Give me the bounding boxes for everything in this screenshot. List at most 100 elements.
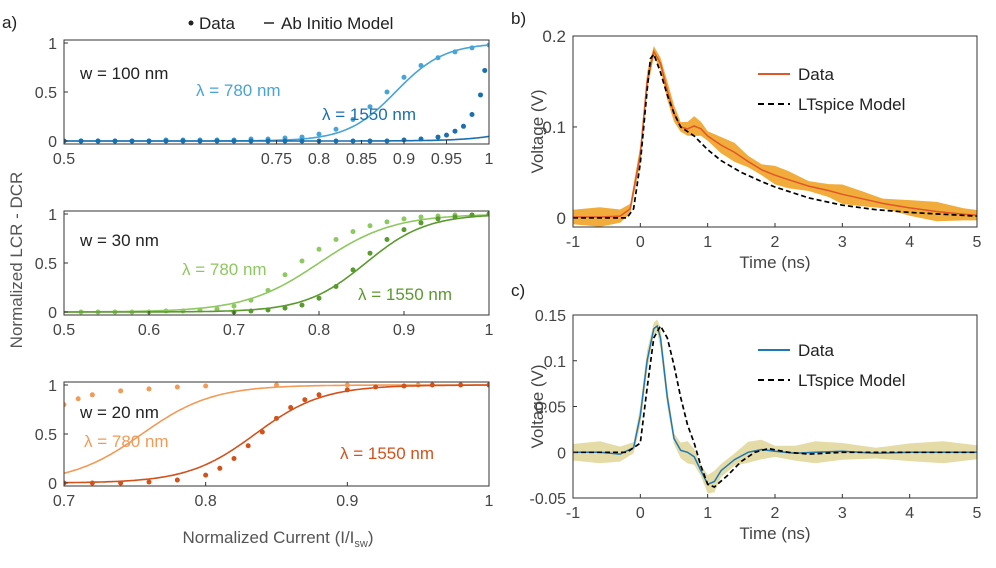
panel-b-xtick-label: 1 [703,234,712,251]
panel-label-c: c) [511,281,525,300]
legend-model-label: LTspice Model [798,371,905,390]
data-point-780 [265,287,271,293]
data-point-780 [452,49,458,55]
panel-a-subplot-1-ytick-label: 0 [48,134,57,151]
data-point-780 [89,392,95,398]
panel-a-subplot-3-xtick-label: 0.9 [336,493,358,510]
series-label-1550: λ = 1550 nm [322,105,416,124]
data-point-780 [316,131,322,137]
panel-a-xlabel-sub: sw [354,538,368,550]
data-point-780 [384,89,390,95]
data-point-1550 [265,138,271,144]
panel-a-subplot-2-ytick-label: 0 [48,305,57,322]
data-point-1550 [282,305,288,311]
data-point-780 [401,74,407,80]
data-point-1550 [129,138,135,144]
panel-label-a: a) [2,13,17,32]
panel-c-axes-frame [572,314,978,499]
data-point-1550 [469,112,475,118]
data-point-1550 [486,211,489,217]
data-point-780 [146,386,152,392]
panel-b-xtick-label: 3 [838,234,847,251]
data-point-780 [486,42,489,48]
panel-b-axes-frame [572,35,978,228]
data-point-1550 [265,307,271,313]
data-point-1550 [203,472,209,478]
legend-model-label: Ab Initio Model [281,14,393,33]
data-point-1550 [401,227,407,233]
series-label-780: λ = 780 nm [196,81,281,100]
data-point-1550 [259,429,265,435]
data-point-780 [367,104,373,110]
data-point-1550 [458,382,464,388]
panel-a-subplot-1-xtick-label: 0.85 [346,151,377,168]
data-uncertainty-band [573,46,977,227]
panel-a-subplot-1-xtick-label: 0.8 [308,151,330,168]
panel-c-xtick-label: 5 [973,505,982,522]
data-point-1550 [33,481,38,486]
panel-a-subplot-1-ytick-label: 1 [48,36,57,53]
data-point-1550 [174,477,180,483]
panel-a-subplot-1-xtick-label: 0.95 [431,151,462,168]
data-point-1550 [350,267,356,273]
data-point-780 [203,383,209,389]
panel-a-subplot-2-ytick-label: 1 [48,207,57,224]
data-point-1550 [469,212,475,218]
panel-c-xtick-label: 1 [703,505,712,522]
data-point-1550 [418,220,424,226]
data-point-1550 [197,138,203,144]
panel-a-plot-area [5,382,489,486]
data-point-780 [47,408,52,413]
data-point-1550 [5,481,10,486]
data-point-1550 [367,138,373,144]
model-line [573,52,977,219]
data-point-780 [299,258,305,264]
panel-a-xlabel-close: ) [368,528,374,547]
data-point-780 [367,223,373,229]
panel-b-xlabel: Time (ns) [739,253,810,272]
data-point-1550 [214,138,220,144]
panel-c: -1 0 1 2 3 4 5 -0.05 0 0.05 0.1 0.15 Time (ns) Voltag… [528,308,982,543]
data-point-780 [333,236,339,242]
data-point-1550 [435,216,441,222]
panel-a-plot-area [64,211,489,315]
data-line [573,324,977,486]
panel-a-subplot-3: 0.7 0.8 0.9 1 0 0.5 1 w = 20 nm λ = 780 nm λ = 15… [5,378,494,510]
panel-a-subplot-3-xtick-label: 0.8 [195,493,217,510]
data-point-780 [350,229,356,235]
data-point-780 [33,420,38,425]
data-point-1550 [316,295,322,301]
legend-data-label: Data [199,14,235,33]
panel-b-ytick-label: 0.1 [542,118,566,137]
data-point-1550 [333,284,339,290]
data-point-1550 [384,138,390,144]
panel-label-b: b) [511,9,526,28]
data-point-780 [401,216,407,222]
data-point-1550 [486,382,489,388]
series-label-780: λ = 780 nm [182,260,267,279]
panel-b-ytick-label: 0 [557,209,566,228]
panel-a-subplot-3-xtick-label: 1 [485,493,494,510]
data-point-1550 [367,250,373,256]
data-point-780 [469,45,475,51]
panel-a-subplot-3-ytick-label: 0 [48,476,57,493]
panel-b-plot-area [573,46,977,227]
panel-a-ylabel: Normalized LCR - DCR [7,172,26,349]
data-point-1550 [418,136,424,142]
panel-b-ylabel: Voltage (V) [528,89,547,173]
panel-b-xtick-label: 0 [636,234,645,251]
data-point-780 [350,116,356,122]
data-point-1550 [248,308,254,314]
panel-c-xlabel: Time (ns) [739,524,810,543]
panel-a-subplot-2-xtick-label: 0.6 [138,322,160,339]
panel-b-xtick-label: 2 [771,234,780,251]
panel-a-subplot-1-xtick-label: 0.9 [393,151,415,168]
data-point-780 [174,384,180,390]
data-point-1550 [429,382,435,388]
data-point-1550 [350,138,356,144]
data-point-1550 [333,138,339,144]
panel-a-subplot-2-ytick-label: 0.5 [35,256,57,273]
data-point-1550 [146,479,152,485]
data-point-1550 [482,67,488,73]
